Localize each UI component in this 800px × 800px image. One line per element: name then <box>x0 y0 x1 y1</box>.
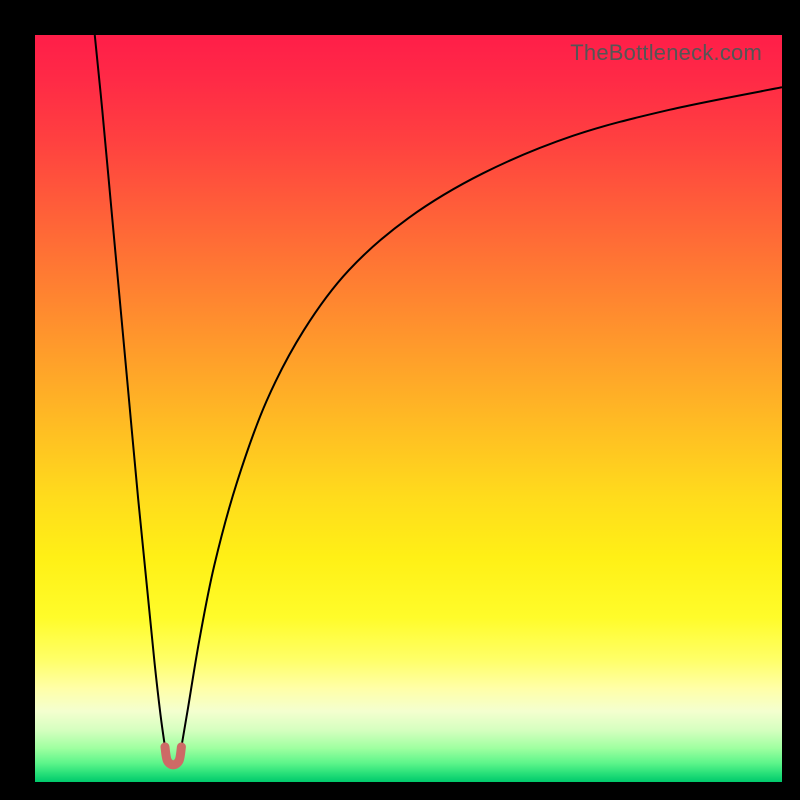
curves-layer <box>35 35 782 782</box>
dip-marker <box>165 747 181 765</box>
watermark-text: TheBottleneck.com <box>570 40 762 66</box>
curve-left-branch <box>95 35 165 747</box>
chart-frame: TheBottleneck.com <box>0 0 800 800</box>
curve-right-branch <box>181 87 782 747</box>
plot-area <box>35 35 782 782</box>
